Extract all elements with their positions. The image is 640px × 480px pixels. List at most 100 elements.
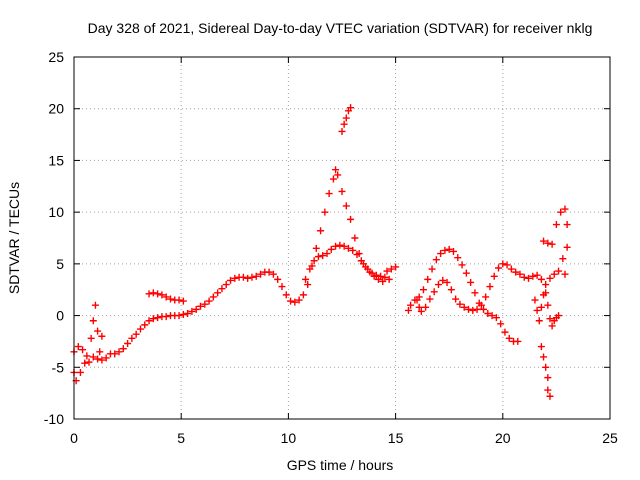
data-point (299, 291, 307, 299)
data-point (340, 242, 348, 250)
x-tick-label: 10 (281, 430, 297, 446)
data-point (537, 303, 545, 311)
data-point (162, 293, 170, 301)
data-point (462, 269, 470, 277)
data-point (201, 300, 209, 308)
data-point (87, 334, 95, 342)
data-point (507, 265, 515, 273)
data-point (505, 334, 513, 342)
data-point (430, 288, 438, 296)
data-point (321, 208, 329, 216)
data-point (533, 306, 541, 314)
data-point (145, 290, 153, 298)
data-point (329, 175, 337, 183)
data-point (274, 275, 282, 283)
grid (74, 57, 610, 419)
data-point (544, 374, 552, 382)
data-point (428, 265, 436, 273)
x-tick-label: 25 (602, 430, 618, 446)
data-point (419, 286, 427, 294)
y-tick-label: 20 (48, 101, 64, 117)
data-point (559, 255, 567, 263)
data-point (563, 243, 571, 251)
data-point (227, 276, 235, 284)
data-point (533, 271, 541, 279)
data-point (469, 306, 477, 314)
data-point (443, 278, 451, 286)
data-point (179, 311, 187, 319)
tick-labels: 0 5 10 15 20 25 -10 -5 0 5 10 15 20 25 (44, 49, 618, 446)
data-point (424, 275, 432, 283)
data-point (132, 330, 140, 338)
data-point (149, 289, 157, 297)
data-point (310, 257, 318, 265)
data-point (439, 276, 447, 284)
data-point (91, 301, 99, 309)
y-tick-label: 0 (56, 308, 64, 324)
data-point (546, 392, 554, 400)
data-point (460, 303, 468, 311)
data-point (561, 205, 569, 213)
data-point (467, 278, 475, 286)
data-point (374, 275, 382, 283)
data-point (544, 386, 552, 394)
data-point (426, 295, 434, 303)
data-point (514, 337, 522, 345)
data-point (332, 166, 340, 174)
data-point (85, 358, 93, 366)
y-tick-label: 10 (48, 204, 64, 220)
data-point (456, 300, 464, 308)
data-point (540, 237, 548, 245)
data-point (555, 267, 563, 275)
data-point (385, 275, 393, 283)
data-point (503, 261, 511, 269)
data-point (158, 291, 166, 299)
data-point (96, 348, 104, 356)
data-point (452, 295, 460, 303)
x-tick-label: 15 (388, 430, 404, 446)
data-point (325, 190, 333, 198)
data-point (349, 246, 357, 254)
data-point (94, 327, 102, 335)
plot-frame (73, 56, 611, 420)
data-point (154, 314, 162, 322)
data-point (175, 312, 183, 320)
data-point (111, 350, 119, 358)
data-point (340, 120, 348, 128)
data-point (501, 328, 509, 336)
data-point (332, 242, 340, 250)
data-point (98, 332, 106, 340)
data-point (323, 250, 331, 258)
data-point (552, 221, 560, 229)
data-point (563, 221, 571, 229)
data-point (447, 286, 455, 294)
x-tick-label: 5 (177, 430, 185, 446)
data-point (482, 293, 490, 301)
data-point (434, 281, 442, 289)
data-point (81, 359, 89, 367)
data-point (192, 305, 200, 313)
data-point (537, 275, 545, 283)
data-point (344, 244, 352, 252)
data-point (353, 251, 361, 259)
x-tick-label: 20 (495, 430, 511, 446)
data-point (252, 272, 260, 280)
data-point (124, 339, 132, 347)
data-point (407, 301, 415, 309)
data-point (218, 285, 226, 293)
data-point (404, 306, 412, 314)
data-point (319, 252, 327, 260)
data-point (338, 187, 346, 195)
data-point (136, 325, 144, 333)
data-point (214, 289, 222, 297)
data-point (248, 273, 256, 281)
data-point (531, 296, 539, 304)
y-tick-label: 5 (56, 256, 64, 272)
data-point (342, 114, 350, 122)
data-point (184, 310, 192, 318)
data-point (445, 245, 453, 253)
data-point (154, 290, 162, 298)
data-points (70, 104, 571, 400)
